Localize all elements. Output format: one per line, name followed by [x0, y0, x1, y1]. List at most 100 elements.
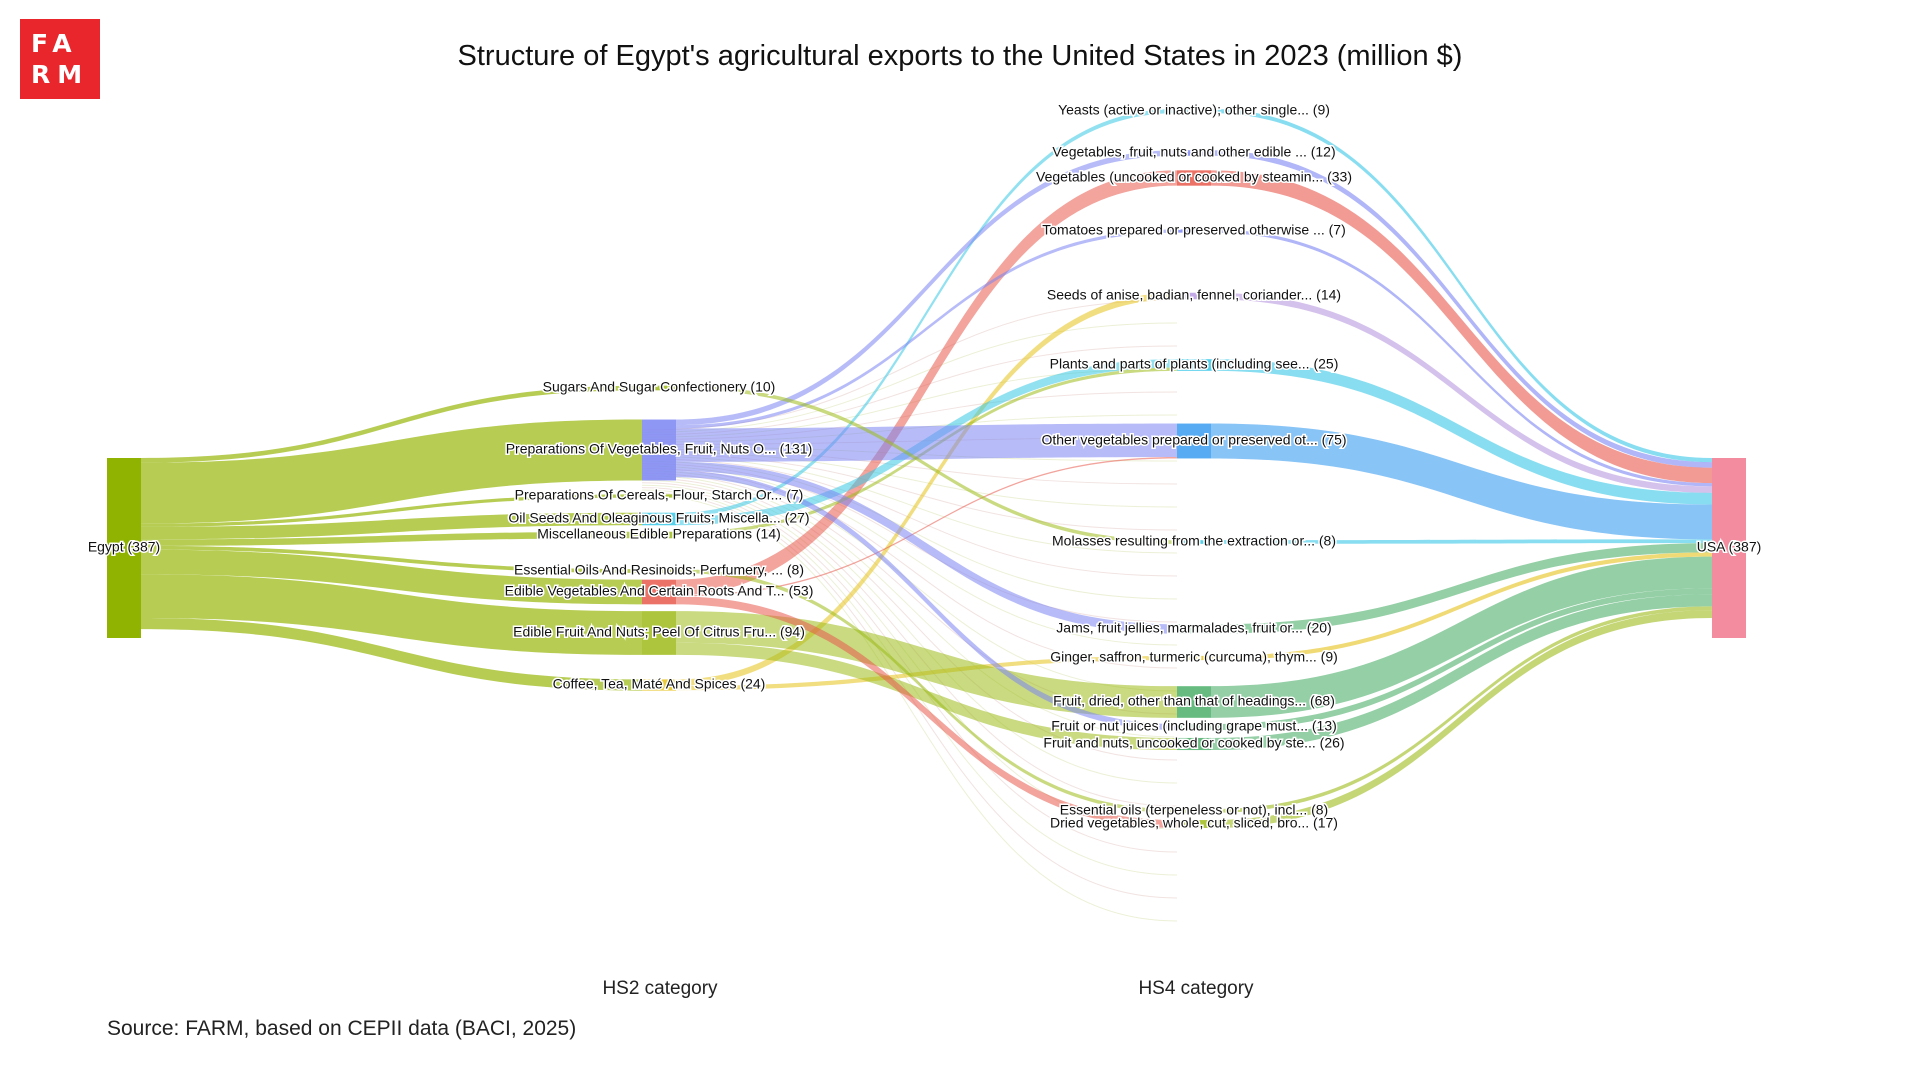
- flow-egypt-to-hs2: [141, 549, 642, 605]
- flow-hs4-to-usa: [1211, 606, 1712, 813]
- flow-hs4-to-usa: [1211, 229, 1712, 487]
- node-label-hs4: Other vegetables prepared or preserved o…: [1041, 432, 1346, 448]
- minor-flow-thread: [641, 489, 1178, 876]
- minor-flow-thread: [641, 479, 1178, 784]
- minor-flow-thread: [641, 465, 1178, 646]
- flow-egypt-to-hs2: [141, 545, 642, 573]
- node-hs4[interactable]: [1177, 820, 1211, 828]
- node-label-hs2: Oil Seeds And Oleaginous Fruits; Miscell…: [508, 510, 809, 526]
- node-label-egypt: Egypt (387): [88, 539, 160, 555]
- node-hs2[interactable]: [642, 531, 676, 539]
- node-hs4[interactable]: [1177, 170, 1211, 186]
- node-hs2[interactable]: [642, 494, 676, 498]
- flow-hs2-to-hs4: [676, 461, 1177, 634]
- node-label-hs2: Sugars And Sugar Confectionery (10): [543, 379, 776, 395]
- node-hs4[interactable]: [1177, 108, 1211, 114]
- flow-egypt-to-hs2: [141, 574, 642, 655]
- node-hs4[interactable]: [1177, 686, 1211, 718]
- node-label-hs4: Seeds of anise, badian, fennel, coriande…: [1047, 287, 1341, 303]
- node-label-hs4: Fruit or nut juices (including grape mus…: [1051, 718, 1337, 734]
- flow-egypt-to-hs2: [141, 531, 642, 546]
- node-label-hs2: Edible Vegetables And Certain Roots And …: [505, 583, 814, 599]
- flow-hs4-to-usa: [1211, 170, 1712, 484]
- node-label-hs4: Jams, fruit jellies, marmalades, fruit o…: [1056, 620, 1331, 636]
- node-label-usa: USA (387): [1697, 539, 1762, 555]
- flow-hs4-to-usa: [1211, 552, 1712, 661]
- node-label-hs2: Preparations Of Vegetables, Fruit, Nuts …: [506, 441, 813, 457]
- node-label-hs2: Essential Oils And Resinoids; Perfumery,…: [514, 562, 804, 578]
- node-label-hs4: Fruit and nuts, uncooked or cooked by st…: [1043, 735, 1344, 751]
- node-label-hs4: Tomatoes prepared or preserved otherwise…: [1042, 222, 1345, 238]
- node-hs4[interactable]: [1177, 540, 1211, 544]
- node-label-hs4: Ginger, saffron, turmeric (curcuma), thy…: [1050, 649, 1338, 665]
- minor-flow-thread: [641, 477, 1178, 761]
- node-hs4[interactable]: [1177, 723, 1211, 731]
- node-usa[interactable]: [1712, 458, 1746, 638]
- node-hs2[interactable]: [642, 512, 676, 526]
- node-label-hs2: Coffee, Tea, Maté And Spices (24): [553, 676, 766, 692]
- node-hs4[interactable]: [1177, 624, 1211, 634]
- flow-hs4-to-usa: [1211, 543, 1712, 634]
- node-label-hs4: Plants and parts of plants (including se…: [1050, 356, 1339, 372]
- flow-hs2-to-hs4: [676, 596, 1177, 828]
- flow-hs2-to-hs4: [676, 457, 1177, 597]
- node-label-hs4: Molasses resulting from the extraction o…: [1052, 533, 1336, 549]
- node-label-hs4: Dried vegetables, whole, cut, sliced, br…: [1050, 815, 1338, 831]
- flow-egypt-to-hs2: [141, 618, 642, 691]
- flow-hs2-to-hs4: [676, 229, 1177, 429]
- node-hs4[interactable]: [1177, 655, 1211, 661]
- flow-hs4-to-usa: [1211, 359, 1712, 505]
- node-hs4[interactable]: [1177, 359, 1211, 371]
- source-note: Source: FARM, based on CEPII data (BACI,…: [107, 1017, 577, 1040]
- minor-flow-thread: [641, 322, 1178, 433]
- node-hs4[interactable]: [1177, 229, 1211, 233]
- node-egypt[interactable]: [107, 458, 141, 638]
- sankey-nodes: [107, 108, 1746, 828]
- flow-hs2-to-hs4: [676, 423, 1177, 462]
- node-hs2[interactable]: [642, 679, 676, 691]
- flow-hs4-to-usa: [1211, 292, 1712, 493]
- flow-egypt-to-hs2: [141, 494, 642, 527]
- node-hs4[interactable]: [1177, 150, 1211, 156]
- farm-logo: FA RM: [20, 19, 100, 99]
- node-label-hs4: Vegetables (uncooked or cooked by steami…: [1036, 169, 1352, 185]
- node-label-hs2: Preparations Of Cereals, Flour, Starch O…: [515, 487, 804, 503]
- flow-hs4-to-usa: [1211, 150, 1712, 468]
- flow-hs4-to-usa: [1211, 423, 1712, 540]
- flow-hs4-to-usa: [1211, 108, 1712, 463]
- sankey-labels: Egypt (387) USA (387) Sugars And Sugar Con…: [86, 100, 1762, 832]
- flow-hs2-to-hs4: [676, 569, 1177, 813]
- node-hs2[interactable]: [642, 385, 676, 391]
- logo-text-top: FA: [31, 29, 79, 58]
- node-label-hs2: Edible Fruit And Nuts; Peel Of Citrus Fr…: [513, 624, 805, 640]
- flow-hs2-to-hs4: [676, 611, 1177, 718]
- node-label-hs2: Miscellaneous Edible Preparations (14): [537, 526, 781, 542]
- flow-hs2-to-hs4: [676, 642, 1177, 751]
- chart-title: Structure of Egypt's agricultural export…: [457, 40, 1463, 72]
- node-hs4[interactable]: [1177, 737, 1211, 751]
- node-label-hs4: Yeasts (active or inactive); other singl…: [1058, 102, 1330, 118]
- flow-hs2-to-hs4: [676, 170, 1177, 596]
- flow-hs2-to-hs4: [676, 385, 1177, 544]
- hs2-column-label: HS2 category: [602, 978, 718, 999]
- minor-flow-thread: [641, 475, 1178, 738]
- node-hs4[interactable]: [1177, 809, 1211, 813]
- flow-egypt-to-hs2: [141, 419, 642, 524]
- hs4-column-label: HS4 category: [1138, 978, 1254, 999]
- node-hs2[interactable]: [642, 419, 676, 481]
- node-hs2[interactable]: [642, 569, 676, 573]
- flow-hs2-to-hs4: [676, 471, 1177, 731]
- node-hs2[interactable]: [642, 579, 676, 605]
- flow-hs2-to-hs4: [676, 150, 1177, 426]
- flow-hs4-to-usa: [1211, 556, 1712, 718]
- flow-hs4-to-usa: [1211, 588, 1712, 731]
- node-hs4[interactable]: [1177, 292, 1211, 300]
- flow-egypt-to-hs2: [141, 512, 642, 540]
- node-hs2[interactable]: [642, 611, 676, 655]
- flow-hs4-to-usa: [1211, 539, 1712, 544]
- logo-text-bottom: RM: [31, 60, 90, 89]
- node-hs4[interactable]: [1177, 423, 1211, 459]
- flow-hs4-to-usa: [1211, 594, 1712, 751]
- sankey-links: [141, 108, 1712, 922]
